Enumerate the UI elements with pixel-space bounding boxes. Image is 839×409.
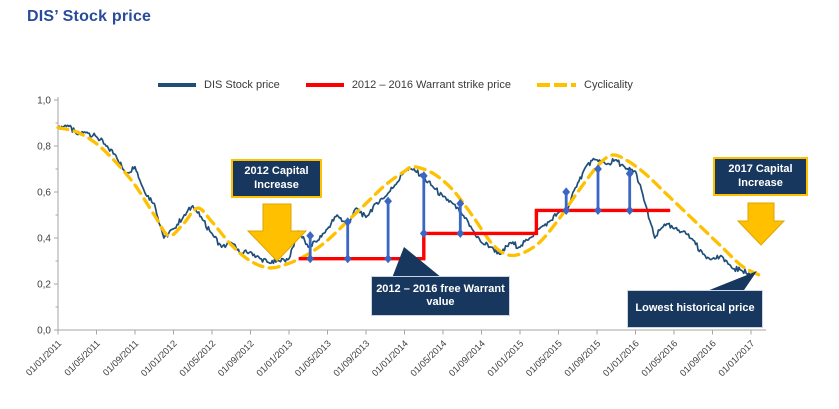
x-tick-label: 01/09/2011: [101, 338, 140, 377]
x-tick-label: 01/01/2017: [716, 338, 756, 378]
legend-item-strike: 2012 – 2016 Warrant strike price: [305, 79, 511, 91]
warrant-value-diamond-icon: [384, 196, 392, 206]
warrant-value-diamond-icon: [384, 254, 392, 264]
y-tick-label: 0,4: [37, 234, 51, 245]
cyclicality-dash-swatch-icon: [537, 82, 576, 88]
x-tick-label: 01/09/2016: [678, 338, 718, 378]
stock-line-swatch-icon: [158, 83, 196, 87]
x-tick-label: 01/01/2015: [485, 338, 525, 378]
y-tick-label: 1,0: [37, 96, 51, 107]
y-tick-label: 0,2: [37, 280, 51, 291]
x-tick-label: 01/01/2016: [601, 338, 641, 378]
x-tick-label: 01/05/2016: [639, 338, 679, 378]
x-tick-label: 01/05/2012: [177, 338, 217, 378]
annotation-free-warrant-value: 2012 – 2016 free Warrant value: [371, 276, 510, 316]
x-tick-label: 01/05/2014: [408, 338, 448, 378]
x-tick-label: 01/09/2014: [447, 338, 487, 378]
warrant-value-diamond-icon: [594, 164, 602, 174]
y-tick-label: 0,6: [37, 188, 51, 199]
x-tick-label: 01/05/2013: [293, 338, 333, 378]
warrant-value-diamond-icon: [306, 254, 315, 264]
strike-line-swatch-icon: [305, 83, 344, 87]
x-tick-label: 01/09/2013: [331, 338, 371, 378]
x-tick-label: 01/01/2013: [254, 338, 294, 378]
warrant-value-diamond-icon: [562, 205, 571, 215]
legend-item-stock: DIS Stock price: [158, 79, 280, 91]
warrant-value-diamond-icon: [594, 205, 602, 215]
legend-label-stock: DIS Stock price: [204, 79, 280, 91]
capital-increase-2017-arrow-icon: [736, 202, 786, 246]
page-title: DIS’ Stock price: [27, 8, 152, 25]
warrant-value-diamond-icon: [419, 171, 428, 181]
warrant-value-diamond-icon: [456, 228, 465, 238]
warrant-value-diamond-icon: [625, 169, 634, 179]
warrant-value-diamond-icon: [306, 231, 315, 241]
legend-label-strike: 2012 – 2016 Warrant strike price: [351, 79, 511, 91]
warrant-value-diamond-icon: [625, 205, 634, 215]
annotation-lowest-historical-price: Lowest historical price: [627, 290, 763, 328]
x-tick-label: 01/01/2011: [24, 338, 63, 377]
lowest-price-callout-tail: [702, 271, 757, 293]
x-tick-label: 01/09/2015: [562, 338, 602, 378]
x-tick-label: 01/05/2011: [62, 338, 101, 377]
x-tick-label: 01/05/2015: [524, 338, 564, 378]
legend-item-cyclicality: Cyclicality: [537, 79, 633, 91]
warrant-value-diamond-icon: [456, 198, 465, 209]
annotation-2012-capital-increase: 2012 Capital Increase: [231, 159, 322, 198]
warrant-value-diamond-icon: [562, 187, 571, 197]
y-tick-label: 0,0: [37, 326, 51, 337]
warrant-callout-tail: [392, 247, 442, 278]
warrant-strike-line: [298, 208, 671, 261]
x-tick-label: 01/01/2012: [139, 338, 179, 378]
warrant-value-diamond-icon: [343, 217, 352, 227]
x-tick-label: 01/01/2014: [370, 338, 410, 378]
warrant-value-diamond-icon: [343, 254, 352, 264]
chart-legend: DIS Stock price 2012 – 2016 Warrant stri…: [158, 79, 659, 91]
x-tick-label: 01/09/2012: [216, 338, 256, 378]
cyclicality-line: [56, 125, 761, 277]
capital-increase-2012-arrow-icon: [246, 203, 308, 262]
y-tick-label: 0,8: [37, 142, 51, 153]
annotation-2017-capital-increase: 2017 Capital Increase: [713, 157, 808, 196]
warrant-value-diamond-icon: [419, 228, 428, 238]
legend-label-cyclicality: Cyclicality: [584, 79, 633, 91]
